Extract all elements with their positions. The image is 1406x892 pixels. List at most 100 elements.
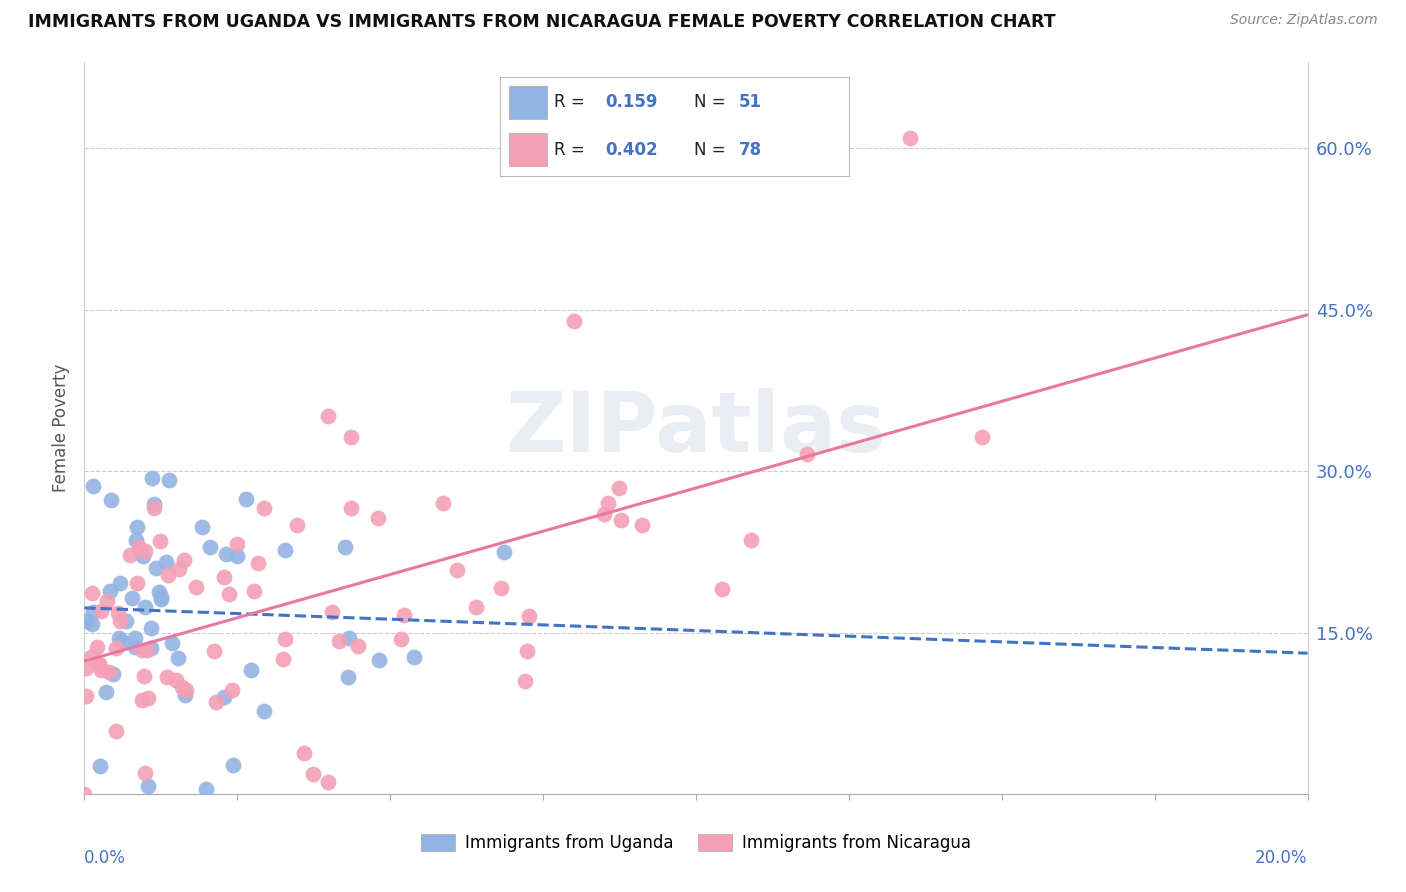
Point <box>340 501 363 516</box>
Point <box>562 313 585 327</box>
Point <box>593 507 616 521</box>
Point <box>131 692 153 706</box>
Point <box>321 605 343 619</box>
Text: IMMIGRANTS FROM UGANDA VS IMMIGRANTS FROM NICARAGUA FEMALE POVERTY CORRELATION C: IMMIGRANTS FROM UGANDA VS IMMIGRANTS FRO… <box>28 13 1056 31</box>
Point <box>173 553 195 567</box>
Point <box>215 547 238 561</box>
Point <box>134 544 156 558</box>
Point <box>149 592 172 607</box>
Point <box>82 606 104 620</box>
Point <box>333 540 356 554</box>
Point <box>247 556 270 570</box>
Point <box>517 608 540 623</box>
Point <box>218 587 240 601</box>
Point <box>214 570 236 584</box>
Point <box>135 642 157 657</box>
Point <box>82 478 104 492</box>
Point <box>796 447 818 461</box>
Point <box>136 691 159 706</box>
Point <box>174 689 197 703</box>
Point <box>115 615 138 629</box>
Point <box>136 779 159 793</box>
Point <box>191 520 214 534</box>
Point <box>630 517 652 532</box>
Point <box>160 636 183 650</box>
Point <box>596 496 619 510</box>
Point <box>184 580 207 594</box>
Point <box>240 663 263 677</box>
Point <box>274 632 297 647</box>
Point <box>132 549 155 563</box>
Point <box>141 470 163 484</box>
Text: ZIPatlas: ZIPatlas <box>506 388 886 468</box>
Point <box>75 661 97 675</box>
Point <box>243 583 266 598</box>
Point <box>131 643 153 657</box>
Point <box>121 591 143 606</box>
Point <box>76 614 98 628</box>
Point <box>157 567 180 582</box>
Point <box>159 474 181 488</box>
Text: 0.0%: 0.0% <box>84 849 127 867</box>
Point <box>169 562 191 576</box>
Point <box>134 766 156 780</box>
Point <box>389 632 412 647</box>
Point <box>80 617 103 632</box>
Point <box>149 591 172 605</box>
Legend: Immigrants from Uganda, Immigrants from Nicaragua: Immigrants from Uganda, Immigrants from … <box>415 827 977 859</box>
Point <box>489 582 512 596</box>
Point <box>107 631 129 645</box>
Point <box>271 651 294 665</box>
Point <box>124 533 146 547</box>
Point <box>96 685 118 699</box>
Point <box>108 614 131 628</box>
Point <box>80 585 103 599</box>
Point <box>145 560 167 574</box>
Point <box>337 670 360 684</box>
Point <box>212 690 235 704</box>
Point <box>740 533 762 548</box>
Point <box>75 689 97 703</box>
Point <box>292 747 315 761</box>
Point <box>195 782 218 797</box>
Point <box>118 548 141 562</box>
Point <box>149 533 172 548</box>
Point <box>972 429 994 443</box>
Point <box>105 723 128 738</box>
Point <box>128 541 150 555</box>
Point <box>221 683 243 698</box>
Point <box>139 621 162 635</box>
Text: 20.0%: 20.0% <box>1256 849 1308 867</box>
Point <box>337 632 360 646</box>
Point <box>142 500 165 515</box>
Point <box>127 520 149 534</box>
Point <box>142 497 165 511</box>
Point <box>165 673 187 688</box>
Point <box>516 644 538 658</box>
Point <box>347 639 370 653</box>
Point <box>302 766 325 780</box>
Point <box>139 640 162 655</box>
Point <box>125 576 148 591</box>
Point <box>97 665 120 679</box>
Point <box>432 496 454 510</box>
Point <box>124 640 146 654</box>
Point <box>202 644 225 658</box>
Point <box>494 544 516 558</box>
Point <box>170 680 193 694</box>
Point <box>156 670 179 684</box>
Point <box>124 631 146 645</box>
Point <box>198 540 221 554</box>
Point <box>222 758 245 772</box>
Point <box>87 658 110 673</box>
Point <box>176 682 198 697</box>
Point <box>392 607 415 622</box>
Point <box>100 492 122 507</box>
Point <box>86 640 108 654</box>
Point <box>134 668 156 682</box>
Point <box>368 653 391 667</box>
Point <box>134 599 156 614</box>
Point <box>253 501 276 516</box>
Point <box>73 787 96 801</box>
Point <box>318 775 340 789</box>
